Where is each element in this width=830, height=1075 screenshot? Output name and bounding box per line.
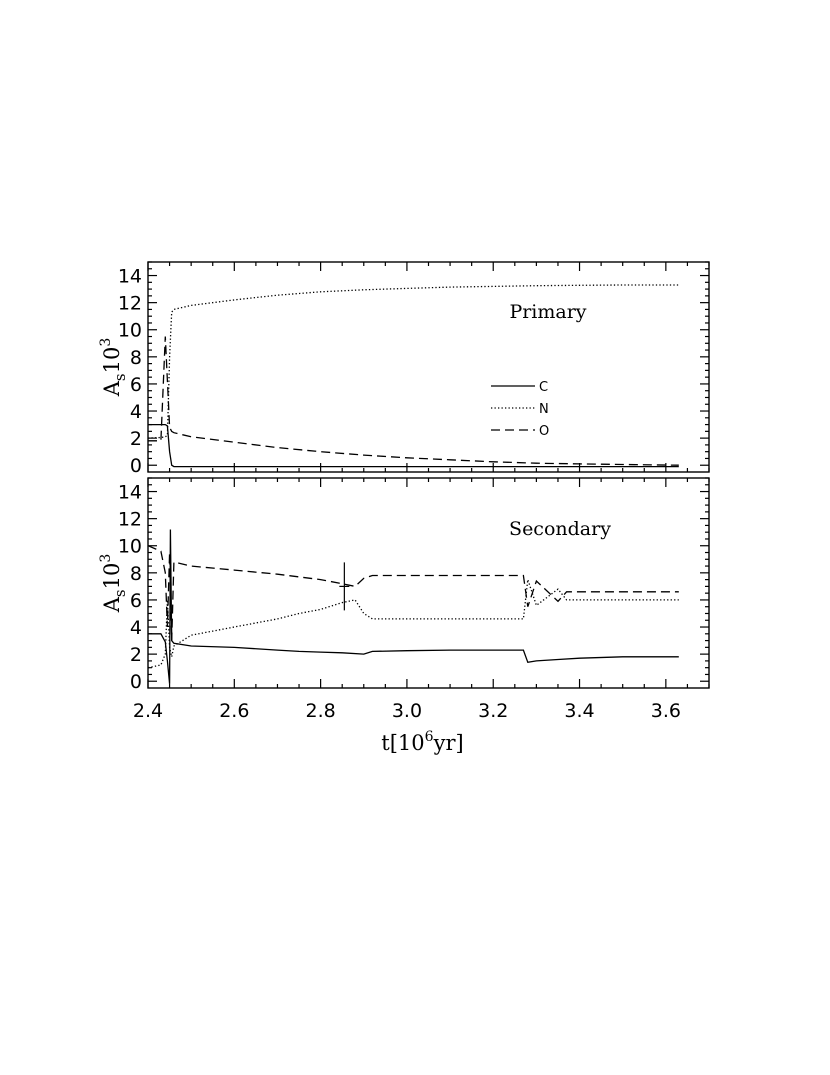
- series-line-n: [147, 579, 679, 669]
- y-tick-label: 8: [130, 347, 142, 369]
- panel-title: Primary: [509, 301, 586, 323]
- y-axis-label: As103: [98, 554, 129, 614]
- plot-frame: [147, 261, 710, 473]
- panel-title: Secondary: [509, 518, 611, 540]
- x-tick-label: 3.6: [651, 700, 681, 722]
- y-tick-label: 2: [130, 644, 142, 666]
- series-line-c: [148, 423, 679, 468]
- y-tick-label: 4: [130, 401, 142, 423]
- y-tick-label: 0: [130, 455, 142, 477]
- legend-label-c: C: [539, 380, 548, 395]
- y-tick-label: 4: [130, 617, 142, 639]
- y-tick-label: 14: [118, 482, 142, 504]
- series-line-o: [147, 545, 679, 641]
- x-tick-label: 2.6: [219, 700, 249, 722]
- y-tick-label: 0: [130, 671, 142, 693]
- y-tick-label: 10: [118, 320, 142, 342]
- x-tick-label: 2.4: [133, 700, 163, 722]
- y-tick-label: 8: [130, 563, 142, 585]
- x-tick-label: 3.2: [478, 700, 508, 722]
- y-tick-label: 12: [118, 509, 142, 531]
- y-axis-label: As103: [98, 338, 129, 398]
- series-line-o: [148, 336, 679, 466]
- y-tick-label: 14: [118, 266, 142, 288]
- legend-label-o: O: [539, 424, 549, 439]
- y-tick-label: 2: [130, 428, 142, 450]
- secondary-panel: 0 2 4 6 8 10 12 14 2.4 2.6 2.8 3.0 3.2 3.4 3.6 As103 t[1…: [98, 477, 710, 755]
- x-tick-label: 3.4: [564, 700, 594, 722]
- x-axis-label: t[106yr]: [381, 729, 463, 755]
- series-line-n: [147, 284, 679, 439]
- y-tick-label: 10: [118, 536, 142, 558]
- y-tick-label: 6: [130, 374, 142, 396]
- primary-panel: 0 2 4 6 8 10 12 14 As103 Primary CNO: [98, 261, 710, 477]
- x-tick-label: 2.8: [306, 700, 336, 722]
- series-line-c: [148, 529, 679, 684]
- x-tick-label: 3.0: [392, 700, 422, 722]
- y-tick-label: 12: [118, 293, 142, 315]
- y-tick-label: 6: [130, 590, 142, 612]
- legend-label-n: N: [539, 402, 549, 417]
